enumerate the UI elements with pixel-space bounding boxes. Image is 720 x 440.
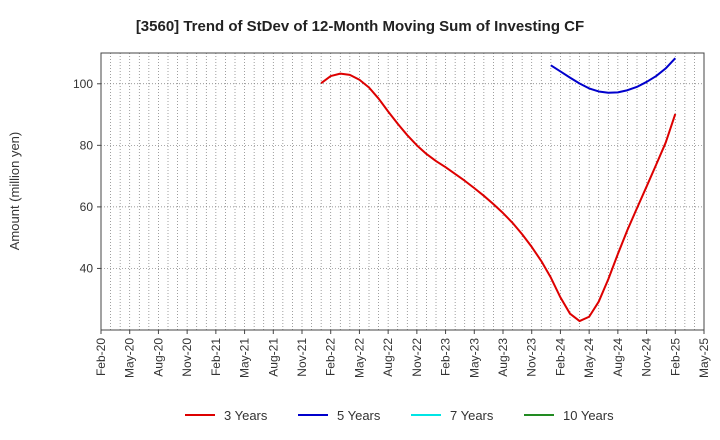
- x-tick-label: Feb-20: [94, 338, 108, 376]
- x-tick-label: Aug-22: [381, 338, 395, 377]
- x-tick-label: Aug-21: [266, 338, 280, 377]
- x-tick-label: Feb-25: [668, 338, 682, 376]
- series-line-5-years: [550, 57, 677, 94]
- legend-label: 3 Years: [224, 408, 268, 423]
- plot-frame: [100, 52, 705, 331]
- legend: 3 Years 5 Years 7 Years 10 Years: [185, 408, 614, 423]
- x-tick-label: Nov-24: [640, 338, 654, 377]
- x-tick-label: Feb-23: [439, 338, 453, 376]
- y-tick-label: 80: [80, 138, 94, 152]
- x-tick-label: Nov-22: [410, 338, 424, 377]
- x-tick-label: May-22: [352, 338, 366, 378]
- y-axis-label: Amount (million yen): [7, 132, 22, 251]
- x-tick-label: Feb-22: [324, 338, 338, 376]
- x-tick-label: May-23: [467, 338, 481, 378]
- chart-title: [3560] Trend of StDev of 12-Month Moving…: [136, 18, 584, 35]
- series-line-3-years: [320, 72, 677, 323]
- x-tick-label: May-24: [582, 338, 596, 378]
- x-tick-label: May-20: [123, 338, 137, 378]
- x-tick-label: Aug-20: [151, 338, 165, 377]
- plot-area: 40 60 80 100 Feb-20 May-20 Aug-20 Nov-20 Feb-21 M…: [73, 52, 711, 378]
- x-tick-label: Feb-24: [553, 338, 567, 376]
- x-tick-label: Aug-23: [496, 338, 510, 377]
- plot-background: [101, 53, 704, 330]
- x-tick-label: Nov-20: [180, 338, 194, 377]
- x-tick-label: Nov-21: [295, 338, 309, 377]
- legend-label: 10 Years: [563, 408, 614, 423]
- x-tick-label: May-25: [697, 338, 711, 378]
- x-tick-label: May-21: [238, 338, 252, 378]
- y-tick-label: 60: [80, 200, 94, 214]
- x-tick-label: Feb-21: [209, 338, 223, 376]
- x-tick-label: Nov-23: [525, 338, 539, 377]
- legend-label: 7 Years: [450, 408, 494, 423]
- x-tick-label: Aug-24: [611, 338, 625, 377]
- y-tick-label: 40: [80, 261, 94, 275]
- legend-label: 5 Years: [337, 408, 381, 423]
- y-tick-label: 100: [73, 77, 93, 91]
